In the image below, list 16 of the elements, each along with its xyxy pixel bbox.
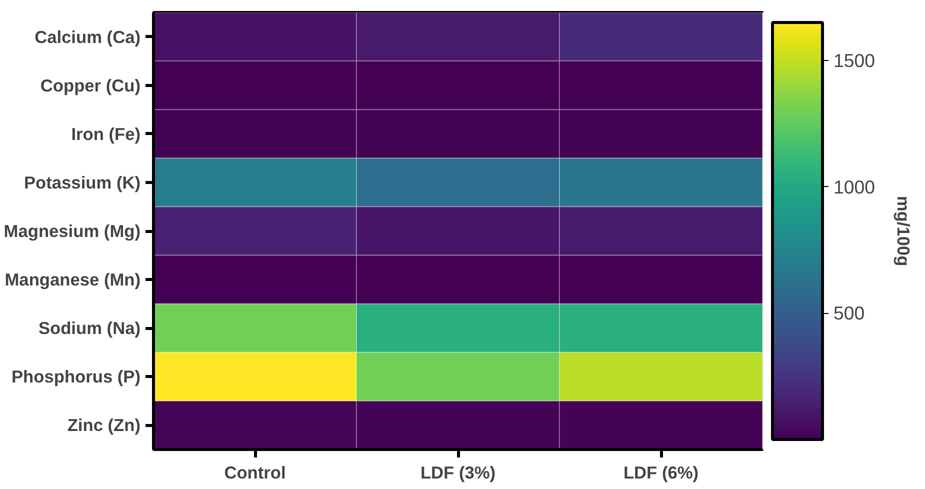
y-tick-label: Iron (Fe) — [71, 124, 141, 144]
x-tick-label: LDF (6%) — [623, 462, 699, 482]
color-bar-label: 1500 — [834, 50, 876, 71]
color-bar-label: 500 — [834, 302, 865, 324]
y-tick-label: Potassium (K) — [24, 172, 140, 192]
y-tick-label: Phosphorus (P) — [12, 366, 141, 387]
color-bar-label: 1000 — [834, 176, 876, 198]
y-tick-label: Calcium (Ca) — [34, 26, 141, 47]
y-tick-label: Manganese (Mn) — [4, 270, 140, 290]
x-tick-label: Control — [224, 462, 286, 482]
color-bar-title: mg/100g — [894, 196, 914, 266]
y-tick-label: Zinc (Zn) — [67, 415, 141, 436]
y-tick-label: Sodium (Na) — [38, 318, 141, 338]
y-tick-label: Magnesium (Mg) — [4, 221, 141, 241]
x-tick-label: LDF (3%) — [420, 462, 496, 482]
y-tick-label: Copper (Cu) — [40, 75, 141, 96]
